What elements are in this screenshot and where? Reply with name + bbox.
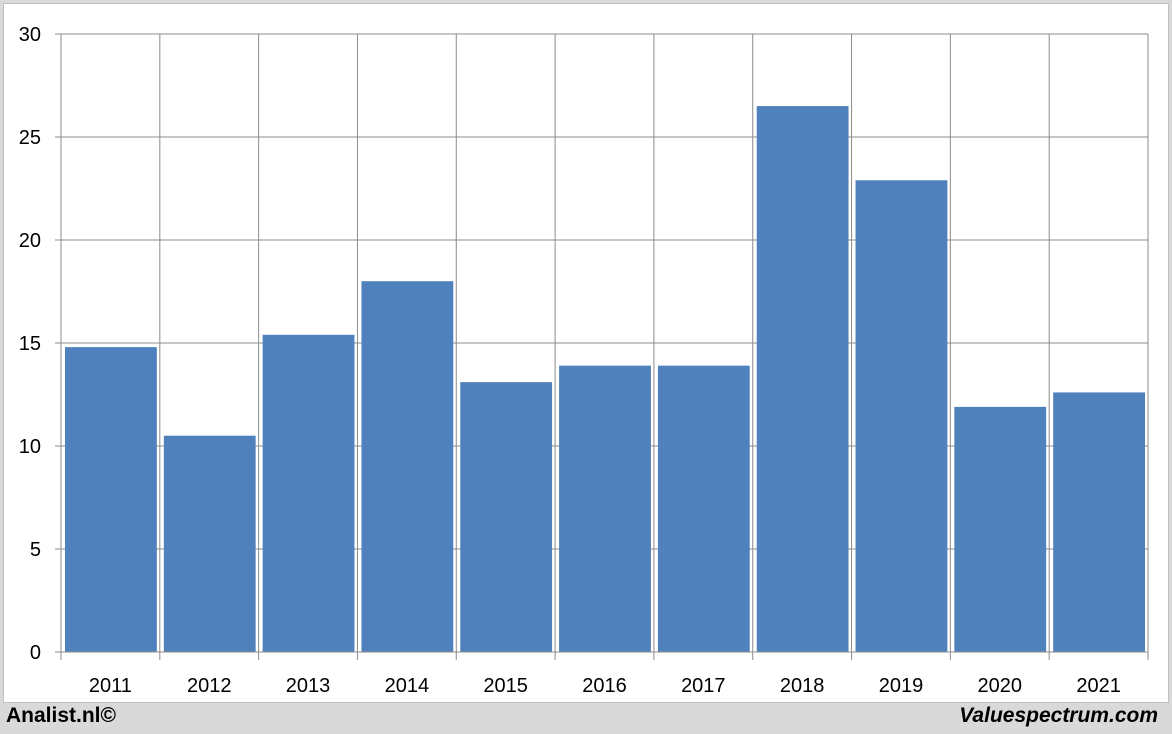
bars bbox=[65, 106, 1145, 653]
y-tick-label: 20 bbox=[19, 230, 41, 252]
x-tick-label: 2011 bbox=[89, 675, 132, 697]
y-tick-label: 0 bbox=[30, 642, 41, 664]
y-tick-label: 25 bbox=[19, 127, 41, 149]
x-tick-label: 2016 bbox=[582, 675, 627, 697]
x-tick-label: 2020 bbox=[978, 675, 1023, 697]
y-tick-labels: 0 5 10 15 20 25 30 bbox=[19, 24, 41, 664]
x-tick-label: 2018 bbox=[780, 675, 825, 697]
y-tick-label: 10 bbox=[19, 436, 41, 458]
x-tick-label: 2019 bbox=[879, 675, 924, 697]
x-tick-label: 2021 bbox=[1076, 675, 1121, 697]
bar-2011 bbox=[65, 347, 157, 652]
y-tick-label: 5 bbox=[30, 539, 41, 561]
x-tick-label: 2017 bbox=[681, 675, 726, 697]
x-tick-label: 2012 bbox=[187, 675, 232, 697]
y-tick-label: 15 bbox=[19, 333, 41, 355]
bar-2018 bbox=[756, 106, 849, 653]
bar-2016 bbox=[559, 365, 651, 652]
x-tick-label: 2015 bbox=[483, 675, 528, 697]
footer-source-left: Analist.nl© bbox=[6, 704, 116, 727]
bar-2020 bbox=[954, 406, 1047, 652]
bar-2021 bbox=[1053, 392, 1145, 652]
bar-2014 bbox=[361, 281, 454, 652]
axes bbox=[55, 33, 1148, 653]
bar-2017 bbox=[657, 365, 750, 652]
bar-2012 bbox=[163, 435, 256, 652]
x-tick-label: 2014 bbox=[385, 675, 430, 697]
x-tick-labels: 2011 2012 2013 2014 2015 2016 2017 2018 2019 2020… bbox=[89, 675, 1121, 697]
y-tick-label: 30 bbox=[19, 24, 41, 46]
x-tick-label: 2013 bbox=[286, 675, 331, 697]
footer-source-right: Valuespectrum.com bbox=[959, 704, 1158, 727]
bar-2019 bbox=[855, 180, 948, 652]
bar-2013 bbox=[262, 334, 355, 652]
bar-2015 bbox=[460, 382, 553, 652]
